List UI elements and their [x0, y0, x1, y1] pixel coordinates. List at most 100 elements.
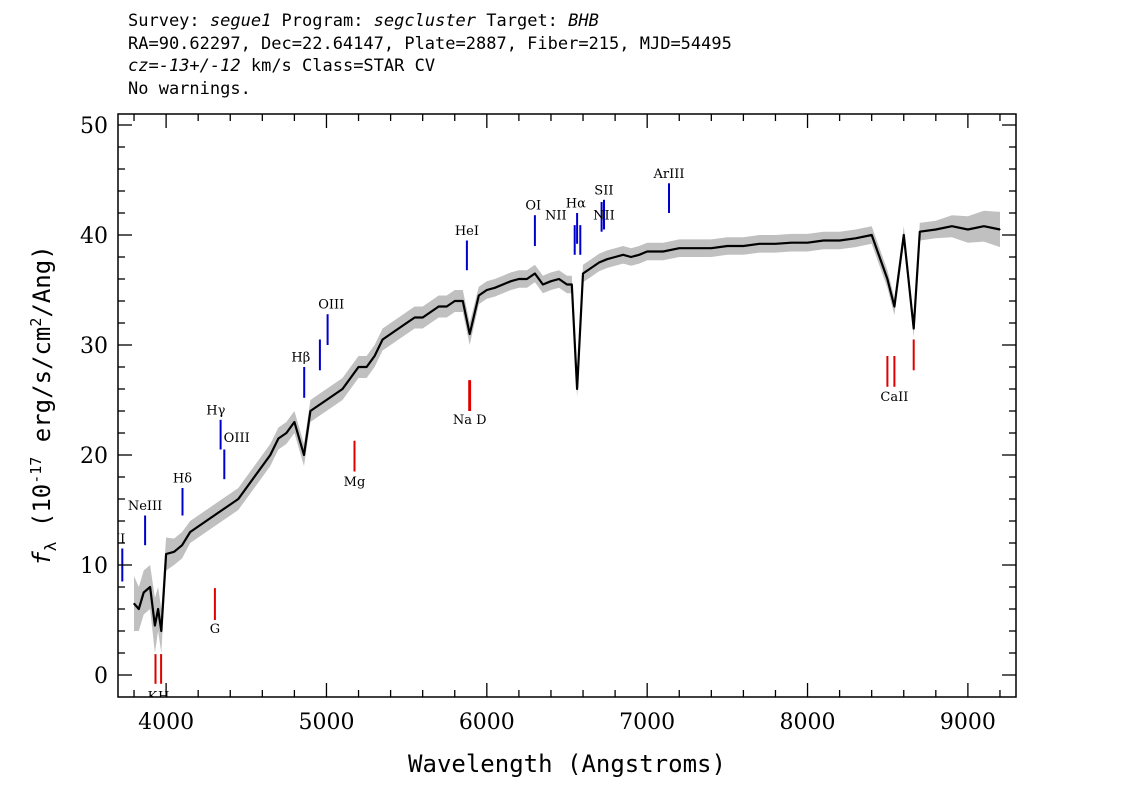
- plot-frame: [117, 113, 1017, 698]
- flux-point: [325, 399, 328, 401]
- spectral-line-labels: OIINeIIIHδHγOIIIHβOIIIHeIOINIIHαNIISIIAr…: [118, 167, 908, 704]
- flux-point: [357, 366, 360, 368]
- flux-point: [253, 476, 255, 478]
- flux-point: [590, 267, 592, 269]
- flux-point: [414, 316, 416, 319]
- y-tick-label: 50: [80, 114, 108, 139]
- y-axis-title-part-3: -17: [27, 457, 45, 484]
- x-tick-label: 8000: [780, 710, 836, 735]
- flux-point: [390, 333, 392, 335]
- flux-point: [469, 333, 471, 335]
- line-label-emission: SII: [594, 183, 613, 198]
- flux-point: [967, 228, 969, 231]
- flux-point: [742, 245, 745, 247]
- flux-point: [454, 300, 456, 302]
- header-line-redshift: cz=-13+/-12 km/s Class=STAR CV: [128, 55, 1028, 78]
- flux-point: [149, 586, 151, 588]
- flux-point: [229, 503, 231, 506]
- line-label-absorption: H: [158, 689, 169, 704]
- flux-point: [542, 283, 544, 286]
- line-label-absorption: Mg: [344, 475, 366, 490]
- line-label-emission: OIII: [318, 298, 344, 313]
- flux-point: [374, 355, 376, 357]
- error-band-area: [134, 210, 1000, 654]
- flux-point: [333, 393, 336, 396]
- y-axis-title-part-1: λ: [41, 541, 60, 551]
- x-tick-label: 4000: [138, 710, 194, 735]
- flux-point: [710, 247, 712, 249]
- y-axis-title-part-6: /Ang): [28, 245, 56, 317]
- survey-seg-4: Target:: [476, 11, 569, 31]
- flux-point: [293, 421, 295, 423]
- flux-point: [823, 239, 825, 242]
- flux-point: [510, 280, 512, 282]
- flux-point: [462, 300, 464, 302]
- flux-point: [213, 514, 215, 517]
- line-label-emission: ArIII: [652, 167, 684, 182]
- flux-point: [582, 272, 584, 275]
- y-tick-label: 20: [80, 444, 108, 469]
- flux-point: [566, 283, 568, 286]
- flux-point: [157, 608, 159, 610]
- redshift-seg-2: km/s Class=STAR CV: [240, 56, 436, 76]
- flux-point: [221, 509, 223, 511]
- flux-point: [678, 247, 680, 249]
- flux-point: [694, 247, 696, 249]
- flux-point: [486, 289, 488, 291]
- y-tick-label: 0: [94, 664, 108, 689]
- line-label-absorption: K: [148, 689, 158, 704]
- flux-point: [245, 487, 247, 489]
- flux-point: [774, 243, 777, 245]
- x-tick-label: 5000: [298, 710, 354, 735]
- flux-point: [309, 410, 311, 412]
- plot-axes: 4000 5000 6000 7000 8000 9000 0 10 20 30 40 50: [80, 113, 1017, 735]
- flux-point: [430, 311, 432, 313]
- flux-point: [261, 465, 263, 467]
- flux-point: [913, 327, 915, 330]
- flux-point: [165, 553, 167, 555]
- spectral-line-markers: [121, 183, 915, 684]
- flux-point: [518, 278, 520, 280]
- flux-point: [438, 305, 440, 308]
- spectrum-header: Survey: segue1 Program: segcluster Targe…: [128, 10, 1028, 100]
- y-axis-title-part-2: (10: [28, 484, 56, 542]
- flux-point: [983, 225, 985, 227]
- line-label-absorption: Na D: [453, 413, 487, 428]
- y-tick-label: 10: [80, 554, 108, 579]
- flux-point: [189, 531, 191, 533]
- survey-seg-1: segue1: [209, 11, 272, 31]
- line-label-absorption: G: [210, 622, 220, 637]
- flux-point: [839, 239, 841, 242]
- y-axis-title: fλ (10-17 erg/s/cm2/Ang): [27, 245, 60, 565]
- x-tick-label: 9000: [940, 710, 996, 735]
- flux-point: [646, 250, 648, 253]
- flux-point: [237, 498, 239, 500]
- survey-seg-2: Program:: [271, 11, 374, 31]
- flux-point: [903, 234, 905, 236]
- y-axis-title-part-0: f: [28, 551, 56, 566]
- flux-point: [893, 305, 896, 308]
- flux-point: [478, 294, 480, 297]
- flux-point: [382, 338, 384, 341]
- flux-point: [935, 228, 937, 231]
- flux-point: [951, 225, 953, 227]
- line-label-emission: Hβ: [291, 351, 310, 366]
- flux-point: [502, 283, 504, 286]
- flux-point: [662, 250, 664, 253]
- flux-point: [138, 608, 140, 610]
- flux-point: [173, 551, 175, 553]
- flux-point: [758, 243, 761, 245]
- flux-point: [366, 366, 368, 368]
- flux-point: [133, 602, 135, 605]
- flux-point: [349, 377, 352, 379]
- flux-point: [446, 305, 448, 308]
- flux-point: [154, 624, 156, 627]
- line-label-emission: NII: [593, 209, 615, 224]
- flux-point: [143, 591, 145, 594]
- flux-point: [614, 256, 616, 258]
- line-label-emission: OIII: [224, 431, 250, 446]
- flux-series: [133, 225, 1001, 633]
- flux-point: [606, 258, 608, 260]
- flux-point: [494, 287, 496, 289]
- line-label-emission: NII: [545, 209, 567, 224]
